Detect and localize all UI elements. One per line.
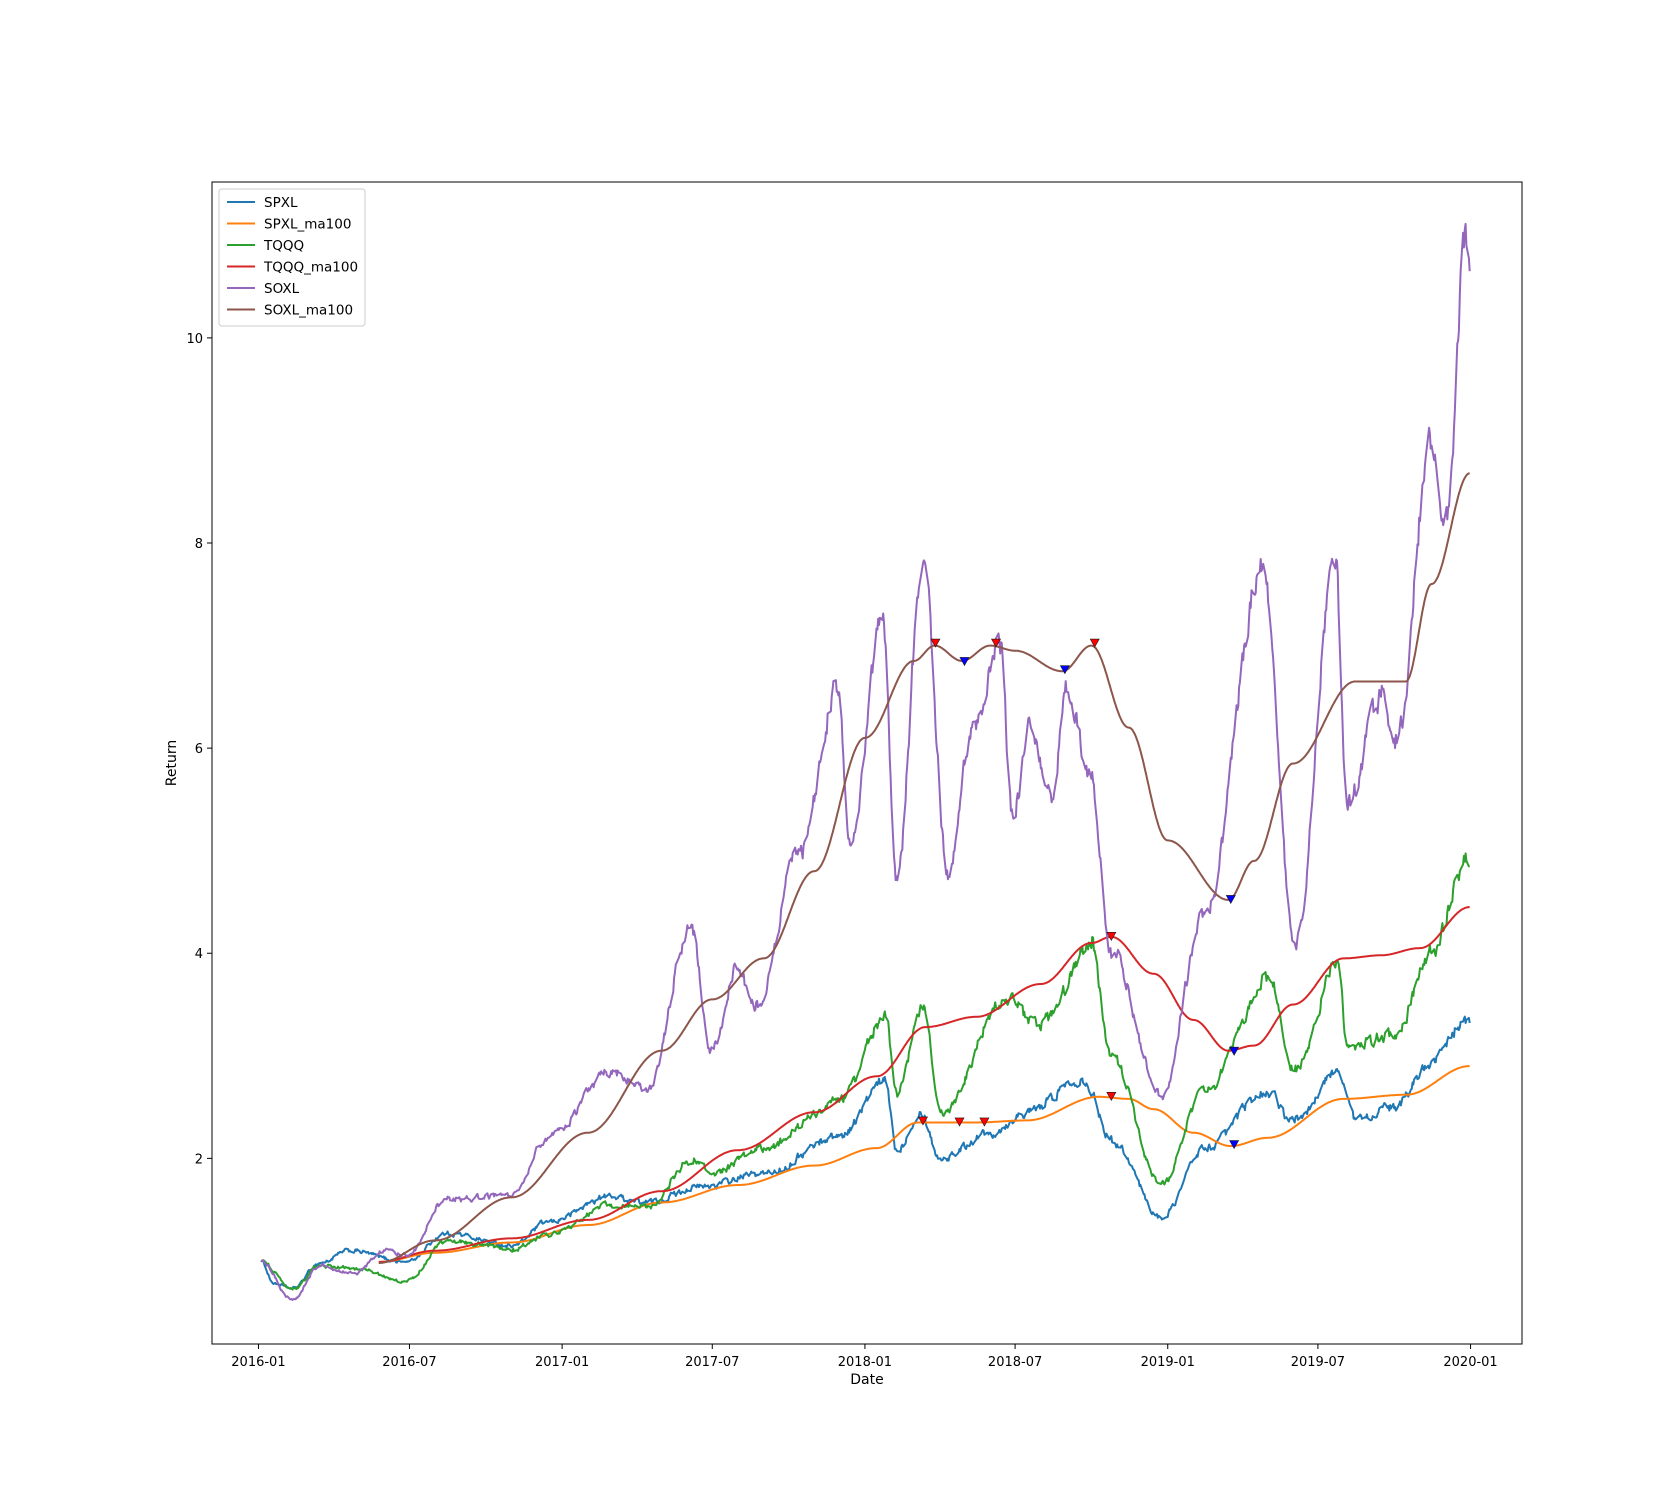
legend-label-soxl-ma100: SOXL_ma100 bbox=[264, 303, 353, 319]
sell-signal-marker bbox=[979, 1117, 990, 1127]
series-line-tqqq-ma100 bbox=[378, 906, 1470, 1263]
y-tick-label: 2 bbox=[195, 1152, 203, 1167]
y-axis: 2 4 6 8 10 bbox=[186, 332, 212, 1167]
series-line-tqqq bbox=[260, 852, 1470, 1291]
signal-markers bbox=[917, 638, 1240, 1150]
y-tick-label: 8 bbox=[195, 537, 203, 552]
series-line-soxl-ma100 bbox=[378, 472, 1470, 1264]
sell-signal-marker bbox=[990, 638, 1002, 648]
sell-signal-marker bbox=[954, 1117, 965, 1127]
sell-signal-marker bbox=[1106, 1092, 1117, 1101]
x-tick-label: 2018-07 bbox=[988, 1355, 1042, 1370]
x-tick-label: 2017-07 bbox=[685, 1355, 739, 1370]
sell-signal-marker bbox=[930, 638, 941, 648]
x-tick-label: 2019-07 bbox=[1291, 1355, 1345, 1370]
legend-label-tqqq: TQQQ bbox=[263, 238, 304, 254]
x-tick-label: 2018-01 bbox=[838, 1355, 892, 1370]
y-tick-label: 4 bbox=[195, 947, 203, 962]
buy-signal-marker bbox=[1229, 1046, 1240, 1056]
y-tick-label: 10 bbox=[186, 332, 203, 347]
sell-signal-marker bbox=[1089, 638, 1100, 648]
plot-frame bbox=[211, 181, 1523, 1345]
legend-label-tqqq-ma100: TQQQ_ma100 bbox=[263, 260, 358, 276]
x-tick-label: 2016-07 bbox=[382, 1355, 436, 1370]
buy-signal-marker bbox=[1225, 895, 1236, 905]
x-tick-label: 2016-01 bbox=[231, 1355, 285, 1370]
buy-signal-marker bbox=[1229, 1140, 1240, 1150]
legend-label-soxl: SOXL bbox=[264, 281, 300, 297]
legend-label-spxl: SPXL bbox=[264, 195, 298, 211]
buy-signal-marker bbox=[959, 657, 970, 667]
y-axis-title: Return bbox=[164, 740, 180, 786]
legend-box bbox=[218, 188, 366, 327]
sell-signal-marker bbox=[1106, 932, 1117, 941]
legend-label-spxl-ma100: SPXL_ma100 bbox=[264, 217, 351, 233]
sell-signal-marker bbox=[917, 1116, 929, 1126]
x-tick-label: 2017-01 bbox=[535, 1355, 589, 1370]
x-axis: 2016-01 2016-07 2017-01 2017-07 2018-01 2018-… bbox=[231, 1344, 1498, 1370]
series-line-spxl bbox=[260, 1015, 1471, 1290]
x-tick-label: 2019-01 bbox=[1141, 1355, 1195, 1370]
y-tick-label: 6 bbox=[195, 742, 203, 757]
x-axis-title: Date bbox=[850, 1372, 883, 1388]
x-tick-label: 2020-01 bbox=[1443, 1355, 1497, 1370]
legend: SPXL SPXL_ma100 TQQQ TQQQ_ma100 SOXL SOXL_ma1… bbox=[218, 188, 366, 327]
buy-signal-marker bbox=[1059, 665, 1070, 675]
